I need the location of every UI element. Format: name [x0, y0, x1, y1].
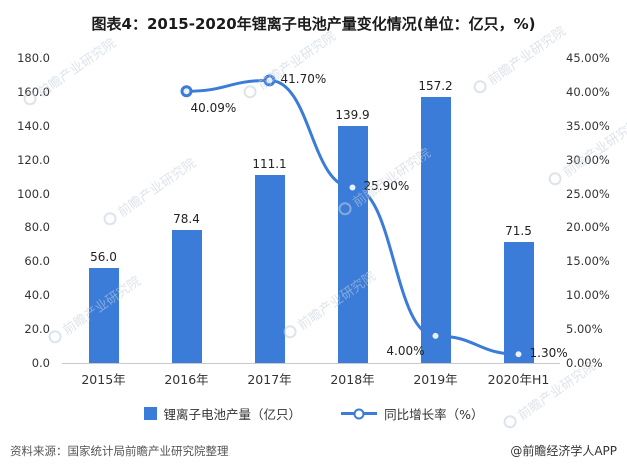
right-axis: 0.00% 5.00% 10.00% 15.00% 20.00% 25.00% 30.00%… [566, 51, 626, 370]
growth-value-label: 40.09% [190, 101, 237, 116]
legend-item-growth: 同比增长率（%） [341, 404, 483, 423]
bar-value-label: 139.9 [335, 107, 370, 122]
legend-item-production: 锂离子电池产量（亿只） [143, 404, 302, 423]
x-axis-label: 2020年H1 [487, 372, 550, 387]
production-bar [337, 125, 368, 363]
chart-title: 图表4：2015-2020年锂离子电池产量变化情况(单位：亿只，%) [91, 15, 536, 33]
left-axis-tick: 120.0 [17, 152, 50, 167]
left-axis-tick: 180.0 [17, 51, 50, 65]
production-bar [420, 96, 451, 363]
production-bar [254, 174, 285, 363]
left-axis-tick: 80.0 [24, 220, 50, 235]
x-axis-label: 2016年 [164, 372, 209, 387]
left-axis-tick: 160.0 [17, 84, 50, 99]
source-note: 资料来源：国家统计局前瞻产业研究院整理 [10, 444, 229, 458]
bar-value-label: 71.5 [505, 223, 532, 238]
right-axis-tick: 25.00% [566, 186, 610, 201]
legend-label-production: 锂离子电池产量（亿只） [163, 407, 302, 422]
right-axis-tick: 15.00% [566, 254, 610, 269]
bar-value-label: 56.0 [90, 250, 117, 265]
left-axis-tick: 40.0 [24, 288, 50, 303]
left-axis-tick: 0.0 [31, 356, 50, 370]
line-point-marker [346, 181, 359, 194]
right-axis-tick: 40.00% [566, 84, 610, 99]
bar-value-label: 78.4 [173, 212, 200, 227]
right-axis-tick: 10.00% [566, 288, 610, 303]
x-axis: 2015年 2016年 2017年 2018年 2019年 2020年H1 [62, 369, 560, 387]
production-bar [503, 241, 534, 363]
growth-value-label: 4.00% [386, 343, 425, 358]
growth-value-label: 25.90% [363, 179, 410, 194]
legend-label-growth: 同比增长率（%） [384, 407, 484, 422]
right-axis-tick: 35.00% [566, 118, 610, 133]
line-swatch-icon [341, 412, 378, 415]
growth-value-label: 41.70% [280, 72, 327, 87]
production-bar [88, 268, 119, 363]
bar-value-label: 157.2 [418, 78, 453, 93]
x-axis-label: 2017年 [247, 372, 292, 387]
growth-value-label: 1.30% [529, 346, 568, 361]
x-axis-label: 2019年 [413, 372, 458, 387]
left-axis-tick: 100.0 [17, 186, 50, 201]
right-axis-tick: 0.00% [566, 356, 603, 370]
right-axis-tick: 20.00% [566, 220, 610, 235]
line-point-marker [263, 74, 276, 87]
production-bar [171, 230, 202, 363]
left-axis-tick: 20.0 [24, 322, 50, 337]
line-point-marker [429, 329, 442, 342]
x-axis-label: 2015年 [81, 372, 126, 387]
line-point-marker [180, 85, 193, 98]
bar-value-label: 111.1 [252, 156, 287, 171]
right-axis-tick: 30.00% [566, 152, 610, 167]
left-axis: 0.0 20.0 40.0 60.0 80.0 100.0 120.0 140.0 160.0 1… [0, 51, 56, 370]
legend: 锂离子电池产量（亿只） 同比增长率（%） [0, 404, 627, 423]
left-axis-tick: 140.0 [17, 118, 50, 133]
bar-swatch-icon [143, 407, 157, 420]
credit-note: @前瞻经济学人APP [510, 444, 617, 458]
left-axis-tick: 60.0 [24, 254, 50, 269]
line-point-marker [512, 348, 525, 361]
right-axis-tick: 5.00% [566, 322, 603, 337]
growth-line-svg [180, 74, 525, 361]
plot-area: 56.0 78.4 111.1 139.9 157.2 71.5 40.09% 41.70% 2… [62, 58, 568, 364]
x-axis-label: 2018年 [330, 372, 375, 387]
right-axis-tick: 45.00% [566, 51, 610, 65]
